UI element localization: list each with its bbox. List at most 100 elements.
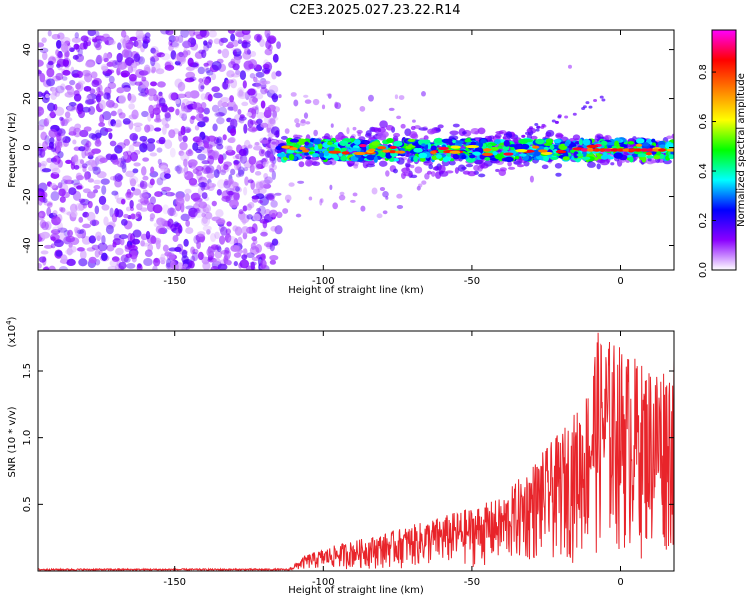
spectrogram-cell xyxy=(40,250,49,255)
spectrogram-cell xyxy=(338,194,346,201)
spectrogram-cell xyxy=(183,238,189,247)
spectrogram-cell xyxy=(557,114,562,118)
spectrogram-cell xyxy=(260,149,265,154)
spectrogram-cell xyxy=(588,105,593,109)
spectrogram-cell xyxy=(116,157,125,168)
spectrogram-cell xyxy=(132,168,139,174)
spectrogram-cell xyxy=(86,147,92,152)
spectrogram-cell xyxy=(253,145,263,151)
spectrogram-cell xyxy=(554,162,563,169)
spectrogram-cell xyxy=(205,164,215,174)
spectrogram-cell xyxy=(243,47,251,55)
spectrogram-cell xyxy=(135,39,142,49)
spectrogram-cell xyxy=(248,63,255,70)
spectrogram-cell xyxy=(421,91,426,97)
spectrogram-cell xyxy=(126,263,136,269)
spectrogram-cell xyxy=(77,47,83,57)
spectrogram-cell xyxy=(158,91,163,97)
spectrogram-cell xyxy=(385,170,390,177)
spectrogram-cell xyxy=(503,139,510,147)
spectrogram-cell xyxy=(108,75,115,84)
spectrogram-cell xyxy=(73,182,83,188)
spectrogram-cell xyxy=(421,180,427,185)
spectrogram-cell xyxy=(530,135,538,140)
spectrogram-cell xyxy=(149,152,158,157)
spectrogram-cell xyxy=(284,128,290,134)
spectrogram-cell xyxy=(125,191,134,199)
spectrogram-cell xyxy=(86,211,96,222)
spectrogram-cell xyxy=(410,125,416,131)
spectrogram-cell xyxy=(52,226,61,232)
spectrogram-cell xyxy=(179,113,185,119)
spectrogram-cell xyxy=(184,188,192,194)
spectrogram-cell xyxy=(176,164,182,175)
spectrogram-cell xyxy=(211,86,220,93)
spectrogram-cell xyxy=(60,133,66,142)
spectrogram-cell xyxy=(115,247,124,256)
spectrogram-cell xyxy=(57,151,64,159)
spectrogram-cell xyxy=(39,219,47,229)
spectrogram-cell xyxy=(251,97,259,103)
spectrogram-cell xyxy=(257,199,264,204)
spectrogram-cell xyxy=(185,66,195,71)
spectrogram-cell xyxy=(84,171,89,181)
spectrogram-cell xyxy=(377,146,387,150)
spectrogram-cell xyxy=(255,243,263,253)
spectrogram-cell xyxy=(63,138,70,148)
spectrogram-cell xyxy=(141,110,149,118)
spectrogram-cell xyxy=(270,200,278,208)
spectrogram-cell xyxy=(260,259,267,269)
spectrogram-cell xyxy=(175,108,180,116)
spectrogram-cell xyxy=(129,133,139,141)
spectrogram-cell xyxy=(184,193,191,202)
spectrogram-cell xyxy=(230,168,236,176)
spectrogram-cell xyxy=(125,253,133,258)
spectrogram-cell xyxy=(631,153,640,158)
spectrogram-cell xyxy=(202,204,212,214)
spectrogram-cell xyxy=(201,216,208,224)
spectrogram-cell xyxy=(150,47,156,54)
spectrogram-cell xyxy=(38,42,45,48)
spectrogram-cell xyxy=(156,52,166,58)
spectrogram-cell xyxy=(101,252,108,262)
spectrogram-cell xyxy=(249,50,257,57)
spectrogram-cell xyxy=(350,147,359,152)
spectrogram-cell xyxy=(514,155,520,160)
spectrogram-cell xyxy=(166,258,172,268)
spectrogram-cell xyxy=(598,148,607,152)
spectrogram-cell xyxy=(658,148,667,152)
spectrogram-cell xyxy=(431,171,436,177)
spectrogram-cell xyxy=(581,106,586,110)
spectrogram-cell xyxy=(238,89,244,97)
spectrogram-cell xyxy=(188,30,196,37)
spectrogram-cell xyxy=(203,62,209,67)
spectrogram-cell xyxy=(418,139,428,146)
spectrogram-cell xyxy=(180,30,190,38)
spectrogram-cell xyxy=(136,203,143,211)
spectrogram-cell xyxy=(140,200,151,206)
spectrogram-cell xyxy=(252,188,261,195)
spectrogram-cell xyxy=(38,124,45,131)
spectrogram-cell xyxy=(150,56,156,67)
spectrogram-cell xyxy=(418,127,428,131)
spectrogram-cell xyxy=(259,38,265,48)
spectrogram-cell xyxy=(666,135,673,140)
spectrogram-cell xyxy=(221,190,231,200)
spectrogram-cell xyxy=(146,142,156,152)
spectrogram-cell xyxy=(88,235,96,244)
spectrogram-cell xyxy=(215,112,226,117)
spectrogram-cell xyxy=(313,129,318,137)
spectrogram-marks xyxy=(38,30,674,270)
spectrogram-cell xyxy=(152,257,161,267)
spectrogram-cell xyxy=(266,123,272,128)
spectrogram-cell xyxy=(160,253,166,262)
spectrogram-cell xyxy=(461,154,467,160)
spectrogram-cell xyxy=(192,251,199,262)
spectrogram-cell xyxy=(197,66,206,75)
spectrogram-cell xyxy=(46,207,52,217)
spectrogram-cell xyxy=(124,244,133,250)
spectrogram-cell xyxy=(260,80,271,85)
spectrogram-cell xyxy=(529,175,534,183)
spectrogram-cell xyxy=(233,261,238,267)
spectrogram-cell xyxy=(227,41,234,48)
